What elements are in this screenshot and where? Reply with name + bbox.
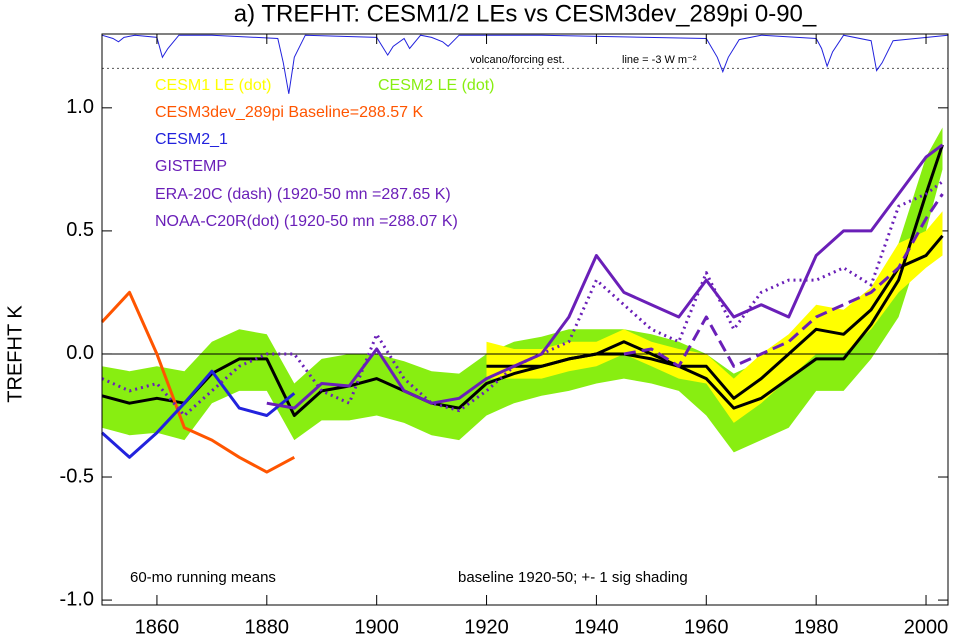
line <box>100 290 296 474</box>
legend-entry: CESM2_1 <box>155 131 228 148</box>
y-tick-label: 0.5 <box>66 219 94 241</box>
legend-entry: GISTEMP <box>155 158 227 175</box>
y-axis-label: TREFHT K <box>4 305 26 403</box>
chart-title: a) TREFHT: CESM1/2 LEs vs CESM3dev_289pi… <box>234 0 817 27</box>
line <box>100 369 296 459</box>
y-tick-label: -0.5 <box>60 465 94 487</box>
x-tick-label: 1880 <box>245 616 290 638</box>
line <box>266 143 944 410</box>
x-tick-label: 1920 <box>464 616 509 638</box>
x-tick-label: 1860 <box>135 616 180 638</box>
legend-entry: CESM2 LE (dot) <box>378 77 494 94</box>
line <box>101 180 944 417</box>
plot-frame <box>101 33 949 606</box>
x-tick-label: 1960 <box>684 616 729 638</box>
line <box>101 144 944 417</box>
band <box>486 211 943 423</box>
forcing-label: volcano/forcing est. <box>470 54 565 66</box>
note: 60-mo running means <box>130 569 276 586</box>
forcing-note: line = -3 W m⁻² <box>622 54 697 66</box>
forcing-line <box>101 34 949 94</box>
y-tick-label: -1.0 <box>60 588 94 610</box>
y-tick-label: 0.0 <box>66 342 94 364</box>
legend-entry: CESM3dev_289pi Baseline=288.57 K <box>155 104 424 121</box>
line <box>486 234 944 400</box>
x-tick-label: 1900 <box>354 616 399 638</box>
y-tick-label: 1.0 <box>66 96 94 118</box>
x-tick-label: 2000 <box>904 616 949 638</box>
x-tick-label: 1940 <box>574 616 619 638</box>
note: baseline 1920-50; +- 1 sig shading <box>458 569 688 586</box>
x-tick-label: 1980 <box>794 616 839 638</box>
legend-entry: NOAA-C20R(dot) (1920-50 mn =288.07 K) <box>155 213 458 230</box>
legend-entry: ERA-20C (dash) (1920-50 mn =287.65 K) <box>155 186 451 203</box>
line <box>623 193 944 368</box>
legend-entry: CESM1 LE (dot) <box>155 77 271 94</box>
band <box>102 127 943 453</box>
